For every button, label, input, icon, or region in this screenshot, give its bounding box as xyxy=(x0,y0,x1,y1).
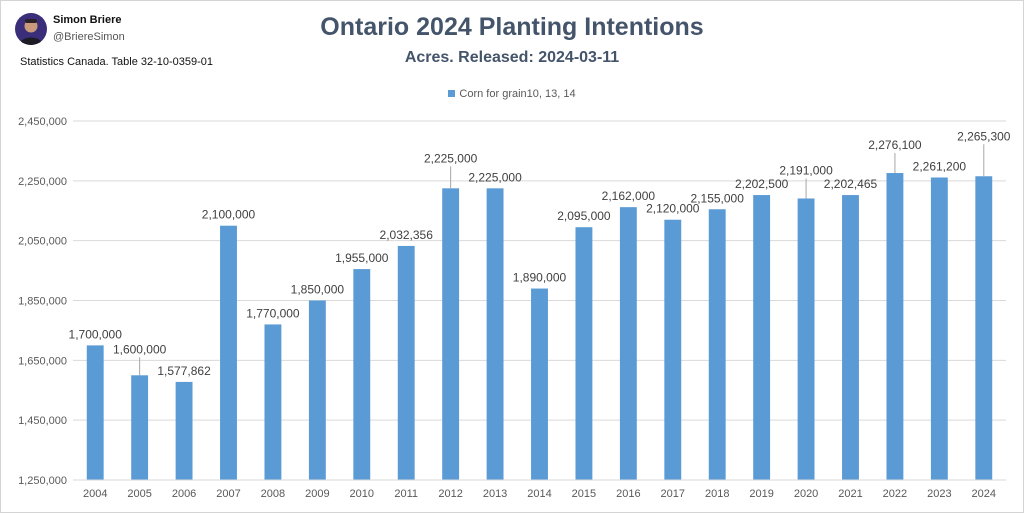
bar xyxy=(264,324,282,480)
x-tick-label: 2004 xyxy=(83,488,107,500)
data-label: 2,120,000 xyxy=(646,202,700,216)
bar xyxy=(220,225,237,480)
x-tick-label: 2020 xyxy=(794,488,818,500)
x-tick-label: 2023 xyxy=(927,488,951,500)
y-tick-label: 1,650,000 xyxy=(18,355,67,367)
legend-swatch xyxy=(448,90,456,97)
x-tick-label: 2024 xyxy=(972,488,996,500)
bar xyxy=(975,176,993,480)
bar xyxy=(397,245,415,480)
x-tick-label: 2010 xyxy=(350,488,374,500)
bar xyxy=(175,381,193,480)
data-label: 2,225,000 xyxy=(468,170,522,184)
data-label: 2,225,000 xyxy=(424,151,478,165)
avatar[interactable] xyxy=(15,13,47,45)
data-label: 1,577,862 xyxy=(157,364,211,378)
data-label: 2,032,356 xyxy=(380,228,434,242)
bar xyxy=(708,209,726,481)
x-tick-label: 2017 xyxy=(661,488,685,500)
author-handle[interactable]: @BriereSimon xyxy=(53,31,125,43)
legend: Corn for grain10, 13, 14 xyxy=(1,88,1023,100)
data-label: 2,095,000 xyxy=(557,209,611,223)
bar xyxy=(886,173,904,480)
x-tick-label: 2014 xyxy=(527,488,551,500)
data-label: 2,100,000 xyxy=(202,208,256,222)
y-tick-label: 2,250,000 xyxy=(18,176,67,188)
bar xyxy=(131,375,149,480)
chart-subtitle: Acres. Released: 2024-03-11 xyxy=(404,49,620,66)
x-tick-label: 2016 xyxy=(616,488,640,500)
bar xyxy=(86,345,104,480)
x-tick-label: 2011 xyxy=(394,488,418,500)
bar xyxy=(531,288,548,480)
x-tick-label: 2007 xyxy=(216,488,240,500)
x-tick-label: 2019 xyxy=(749,488,773,500)
data-label: 1,700,000 xyxy=(69,327,123,341)
bar xyxy=(486,188,504,480)
data-label: 2,202,465 xyxy=(824,177,878,191)
data-label: 2,202,500 xyxy=(735,177,789,191)
data-label: 2,265,300 xyxy=(957,129,1011,143)
x-tick-label: 2018 xyxy=(705,488,729,500)
y-tick-label: 1,250,000 xyxy=(18,475,67,487)
x-tick-label: 2022 xyxy=(883,488,907,500)
x-tick-label: 2006 xyxy=(172,488,196,500)
bar xyxy=(842,195,859,481)
x-tick-label: 2008 xyxy=(261,488,285,500)
data-label: 1,850,000 xyxy=(291,283,345,297)
bar xyxy=(797,198,815,480)
data-label: 1,955,000 xyxy=(335,251,389,265)
y-tick-label: 1,450,000 xyxy=(18,415,67,427)
x-tick-label: 2012 xyxy=(438,488,462,500)
data-label: 2,162,000 xyxy=(602,189,656,203)
data-label: 1,600,000 xyxy=(113,342,167,356)
x-tick-label: 2005 xyxy=(127,488,151,500)
data-label: 1,770,000 xyxy=(246,306,300,320)
y-tick-label: 1,850,000 xyxy=(18,296,67,308)
x-tick-label: 2015 xyxy=(572,488,596,500)
x-tick-label: 2021 xyxy=(838,488,862,500)
data-label: 2,261,200 xyxy=(913,159,967,173)
y-tick-label: 2,050,000 xyxy=(18,236,67,248)
bar xyxy=(664,219,682,480)
avatar-image xyxy=(15,13,47,45)
bar xyxy=(619,207,637,480)
data-label: 2,155,000 xyxy=(691,191,745,205)
legend-label: Corn for grain10, 13, 14 xyxy=(459,88,576,100)
bar xyxy=(308,300,326,480)
bar xyxy=(353,269,371,480)
bar xyxy=(575,227,593,480)
data-label: 2,191,000 xyxy=(779,163,833,177)
data-label: 2,276,100 xyxy=(868,138,922,152)
source-note: Statistics Canada. Table 32-10-0359-01 xyxy=(20,56,214,68)
bar xyxy=(442,188,460,480)
chart-title: Ontario 2024 Planting Intentions xyxy=(320,13,704,41)
data-label: 1,890,000 xyxy=(513,271,567,285)
x-tick-label: 2013 xyxy=(483,488,507,500)
bar xyxy=(930,177,948,480)
y-tick-label: 2,450,000 xyxy=(18,116,67,128)
x-tick-label: 2009 xyxy=(305,488,329,500)
bar xyxy=(753,195,771,480)
author-name[interactable]: Simon Briere xyxy=(53,14,122,26)
